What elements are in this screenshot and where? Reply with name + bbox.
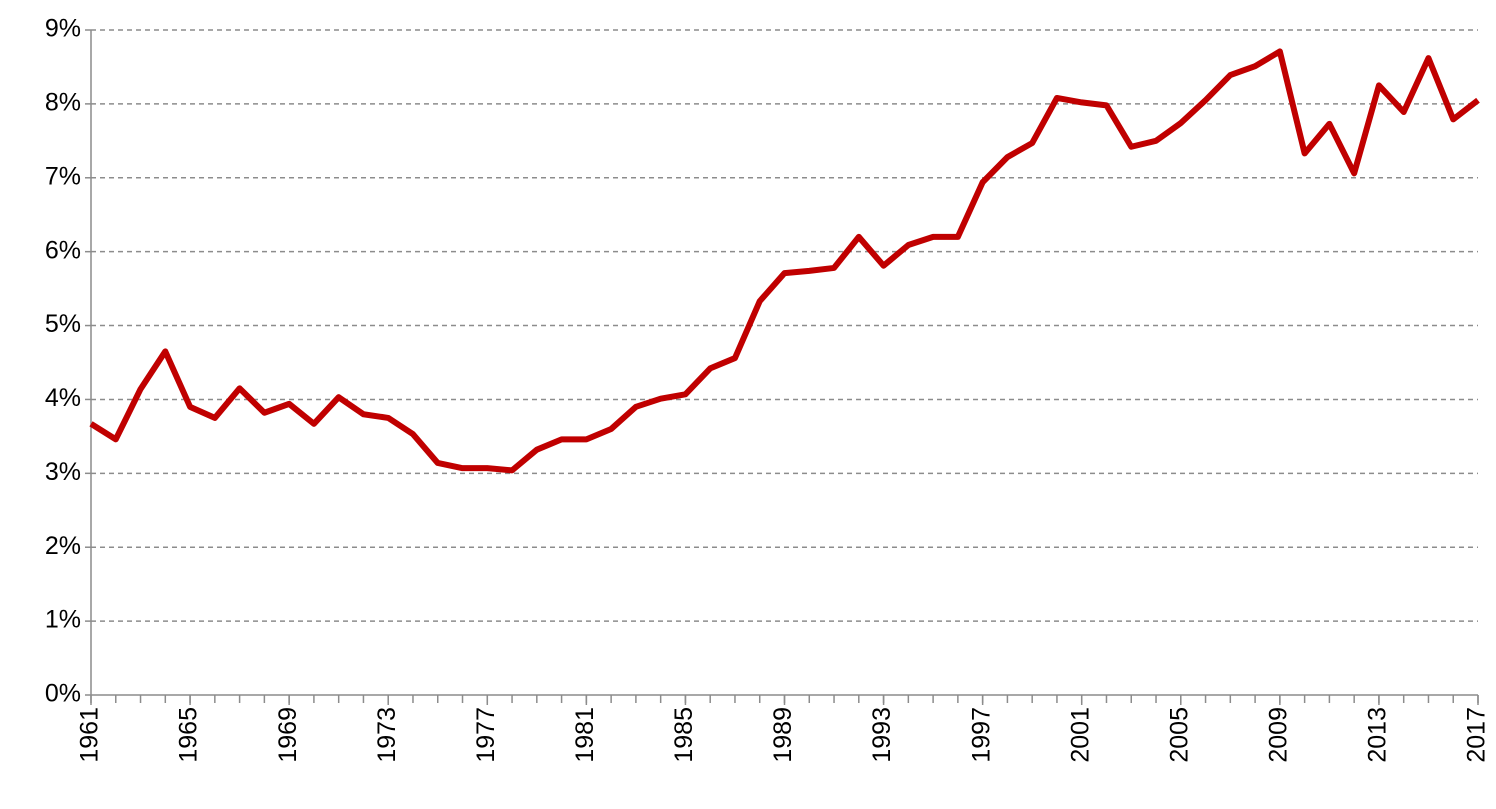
x-tick-label: 1965 bbox=[175, 707, 203, 763]
x-tick-label: 2013 bbox=[1364, 707, 1392, 763]
x-tick-label: 2001 bbox=[1066, 707, 1094, 763]
x-tick-label: 2017 bbox=[1463, 707, 1491, 763]
y-tick-label: 5% bbox=[45, 310, 81, 338]
y-tick-label: 2% bbox=[45, 532, 81, 560]
data-line bbox=[89, 48, 1480, 474]
x-tick-label: 1961 bbox=[76, 707, 104, 763]
y-tick-label: 0% bbox=[45, 680, 81, 708]
x-tick-label: 1981 bbox=[571, 707, 599, 763]
x-tick-label: 1993 bbox=[868, 707, 896, 763]
x-tick-label: 1989 bbox=[769, 707, 797, 763]
y-tick-label: 8% bbox=[45, 88, 81, 116]
x-tick-label: 1985 bbox=[670, 707, 698, 763]
y-tick-label: 1% bbox=[45, 606, 81, 634]
x-tick-label: 2009 bbox=[1264, 707, 1292, 763]
x-tick-label: 1969 bbox=[274, 707, 302, 763]
y-tick-label: 6% bbox=[45, 236, 81, 264]
x-tick-label: 1977 bbox=[472, 707, 500, 763]
x-tick-label: 1973 bbox=[373, 707, 401, 763]
y-tick-label: 3% bbox=[45, 458, 81, 486]
y-tick-label: 9% bbox=[45, 15, 81, 43]
y-tick-label: 7% bbox=[45, 162, 81, 190]
x-tick-label: 1997 bbox=[967, 707, 995, 763]
y-tick-label: 4% bbox=[45, 384, 81, 412]
x-tick-label: 2005 bbox=[1165, 707, 1193, 763]
